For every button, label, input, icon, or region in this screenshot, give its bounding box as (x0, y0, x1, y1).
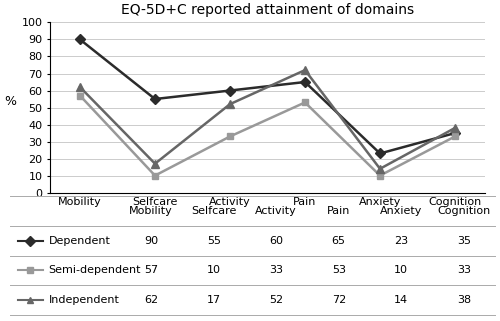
Text: 38: 38 (456, 295, 471, 305)
Text: 60: 60 (269, 236, 283, 246)
Text: 90: 90 (144, 236, 158, 246)
Title: EQ-5D+C reported attainment of domains: EQ-5D+C reported attainment of domains (121, 3, 414, 17)
Text: 55: 55 (207, 236, 221, 246)
Text: 10: 10 (207, 265, 221, 275)
Text: 53: 53 (332, 265, 346, 275)
Text: Activity: Activity (256, 206, 297, 216)
Text: 57: 57 (144, 265, 158, 275)
Y-axis label: %: % (4, 95, 16, 108)
Text: 23: 23 (394, 236, 408, 246)
Text: 35: 35 (457, 236, 471, 246)
Text: Mobility: Mobility (130, 206, 173, 216)
Text: 14: 14 (394, 295, 408, 305)
Text: 62: 62 (144, 295, 158, 305)
Text: 10: 10 (394, 265, 408, 275)
Text: 65: 65 (332, 236, 346, 246)
Text: Cognition: Cognition (437, 206, 490, 216)
Text: Selfcare: Selfcare (191, 206, 236, 216)
Text: 33: 33 (457, 265, 471, 275)
Text: 72: 72 (332, 295, 346, 305)
Text: Dependent: Dependent (48, 236, 110, 246)
Text: 33: 33 (269, 265, 283, 275)
Text: Anxiety: Anxiety (380, 206, 422, 216)
Text: Independent: Independent (48, 295, 120, 305)
Text: 17: 17 (206, 295, 221, 305)
Text: Pain: Pain (327, 206, 350, 216)
Text: Semi-dependent: Semi-dependent (48, 265, 141, 275)
Text: 52: 52 (269, 295, 283, 305)
